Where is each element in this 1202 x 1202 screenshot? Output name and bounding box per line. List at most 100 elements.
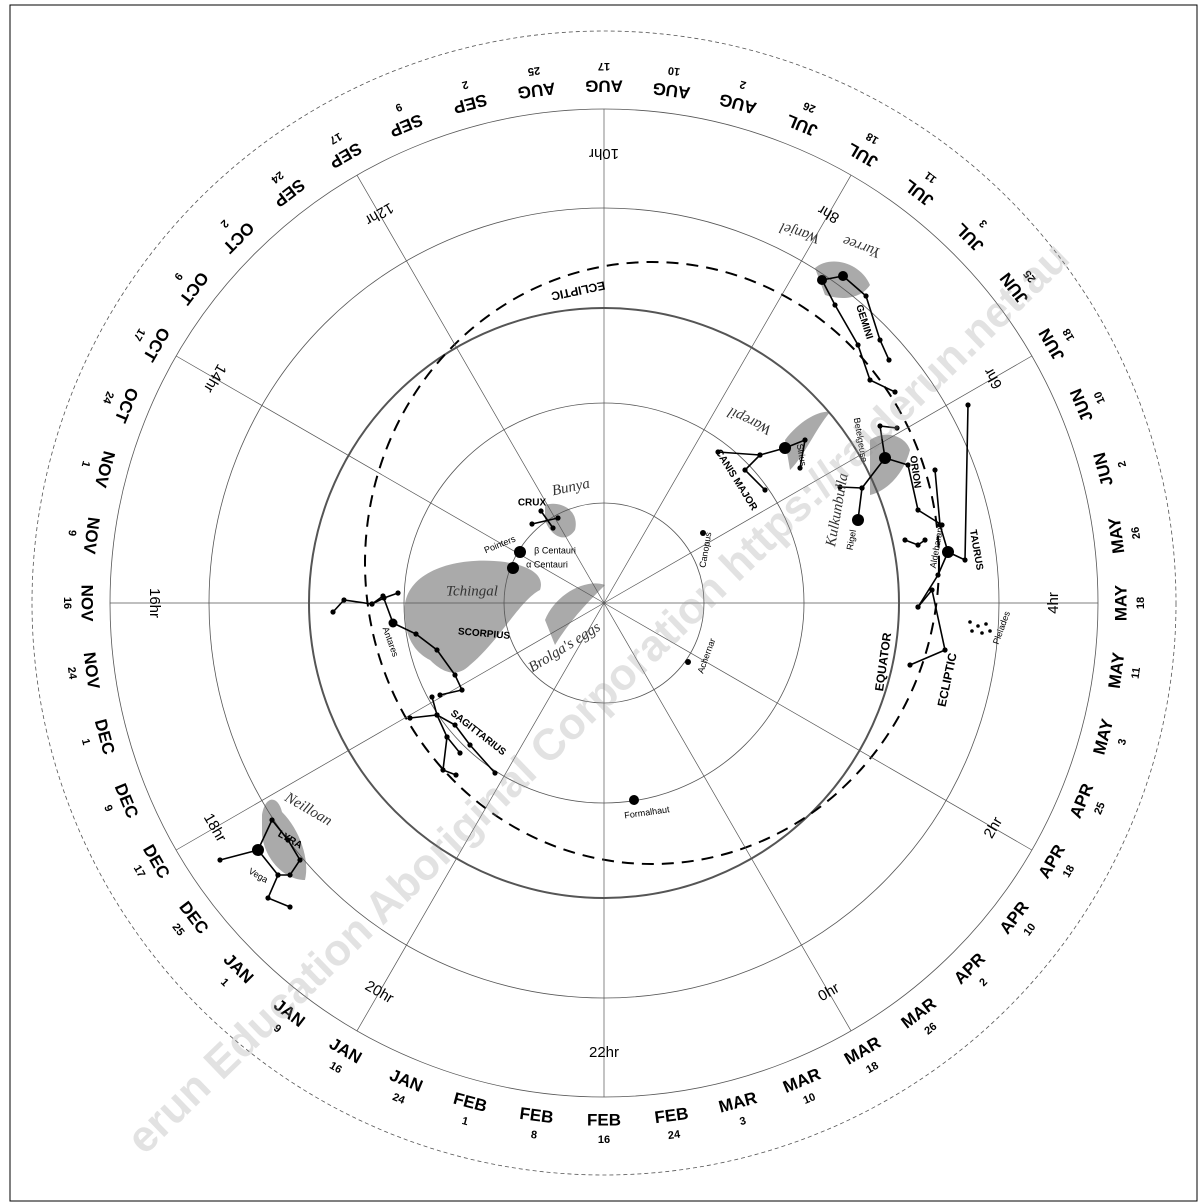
- star-dot: [894, 425, 900, 431]
- hour-line: [603, 355, 1032, 604]
- date-label: FEB 8: [518, 1104, 554, 1142]
- formalhaut-label: Formalhaut: [624, 804, 671, 820]
- date-month: AUG: [585, 77, 623, 96]
- ecliptic-top-label: ECLIPTIC: [550, 278, 607, 303]
- star-dot: [915, 604, 921, 610]
- star-dot: [837, 484, 843, 490]
- date-day: 10: [1021, 921, 1038, 938]
- star-dot: [797, 465, 803, 471]
- date-label: AUG 17: [585, 60, 623, 95]
- frame: [9, 4, 1198, 1202]
- bright-star: [779, 442, 791, 454]
- date-label: MAY 26: [1105, 516, 1143, 555]
- star-dot: [467, 742, 473, 748]
- achernar-label: Achernar: [695, 637, 717, 675]
- constellation-line: [409, 714, 461, 754]
- hour-label-group: 8hr: [815, 201, 842, 227]
- constellation-line: [904, 539, 926, 546]
- tchingal-shape: [404, 560, 541, 673]
- constellation-line: [743, 447, 786, 491]
- star-dot: [877, 423, 883, 429]
- orion-label: ORION: [907, 455, 922, 489]
- tchingal-label: Tchingal: [446, 583, 498, 599]
- ecliptic-right-label: ECLIPTIC: [935, 651, 960, 708]
- hour-line: [603, 602, 852, 1031]
- star-dot: [863, 293, 869, 299]
- hour-label: 14hr: [200, 361, 230, 396]
- date-month: JAN: [387, 1065, 426, 1096]
- date-day: 2: [738, 78, 747, 91]
- date-day: 2: [461, 78, 470, 91]
- date-month: SEP: [451, 90, 489, 117]
- bright-star: [879, 452, 891, 464]
- bright-star: [980, 631, 984, 635]
- star-dot: [550, 525, 556, 531]
- date-day: 18: [1061, 863, 1078, 880]
- star-dot: [369, 601, 375, 607]
- date-day: 24: [391, 1091, 408, 1107]
- canis-major-label: CANIS MAJOR: [713, 447, 760, 513]
- star-dot: [907, 662, 913, 668]
- star-dot: [429, 694, 435, 700]
- date-day: 26: [1130, 526, 1143, 540]
- antares-label: Antares: [381, 625, 401, 658]
- date-month: OCT: [110, 385, 142, 426]
- hour-line: [603, 602, 1032, 851]
- bright-star: [507, 562, 519, 574]
- date-day: 9: [393, 100, 403, 113]
- star-dot: [434, 712, 440, 718]
- constellations: [217, 271, 992, 910]
- brolga-shape: [545, 583, 605, 645]
- yurree-label: Yurree: [840, 232, 882, 260]
- bright-star: [700, 530, 706, 536]
- vega-label: Vega: [247, 866, 270, 885]
- star-dot: [877, 337, 883, 343]
- date-day: 17: [131, 863, 148, 880]
- hour-label-group: 14hr: [200, 361, 230, 396]
- star-dot: [892, 389, 898, 395]
- date-day: 24: [268, 169, 286, 187]
- star-dot: [915, 507, 921, 513]
- hour-label-group: 10hr: [589, 145, 619, 162]
- hour-label-group: 0hr: [815, 979, 842, 1005]
- date-month: NOV: [91, 449, 119, 490]
- date-label: NOV 16: [61, 585, 96, 623]
- date-day: 2: [1116, 460, 1129, 469]
- star-dot: [444, 734, 450, 740]
- date-day: 17: [327, 130, 344, 147]
- date-month: AUG: [652, 79, 692, 103]
- pleiades-label: Pleiades: [991, 609, 1012, 645]
- date-day: 26: [802, 99, 818, 115]
- date-month: JUL: [783, 110, 820, 140]
- star-dot: [867, 377, 873, 383]
- date-day: 16: [61, 597, 73, 609]
- aldebaran-label: Aldebaran: [928, 527, 945, 569]
- hour-label-group: 22hr: [589, 1044, 619, 1061]
- star-dot: [407, 715, 413, 721]
- date-month: MAY: [1090, 716, 1118, 757]
- date-day: 1: [79, 737, 92, 746]
- date-day: 18: [1061, 326, 1078, 343]
- date-month: FEB: [518, 1104, 554, 1127]
- date-day: 8: [530, 1129, 538, 1142]
- hour-label-group: 16hr: [146, 588, 163, 618]
- bright-star: [976, 624, 980, 628]
- date-label: FEB 16: [587, 1110, 621, 1145]
- bright-star: [942, 546, 954, 558]
- date-day: 10: [1092, 390, 1108, 406]
- hour-label: 10hr: [589, 145, 619, 162]
- date-day: 9: [171, 270, 184, 282]
- star-dot: [715, 449, 721, 455]
